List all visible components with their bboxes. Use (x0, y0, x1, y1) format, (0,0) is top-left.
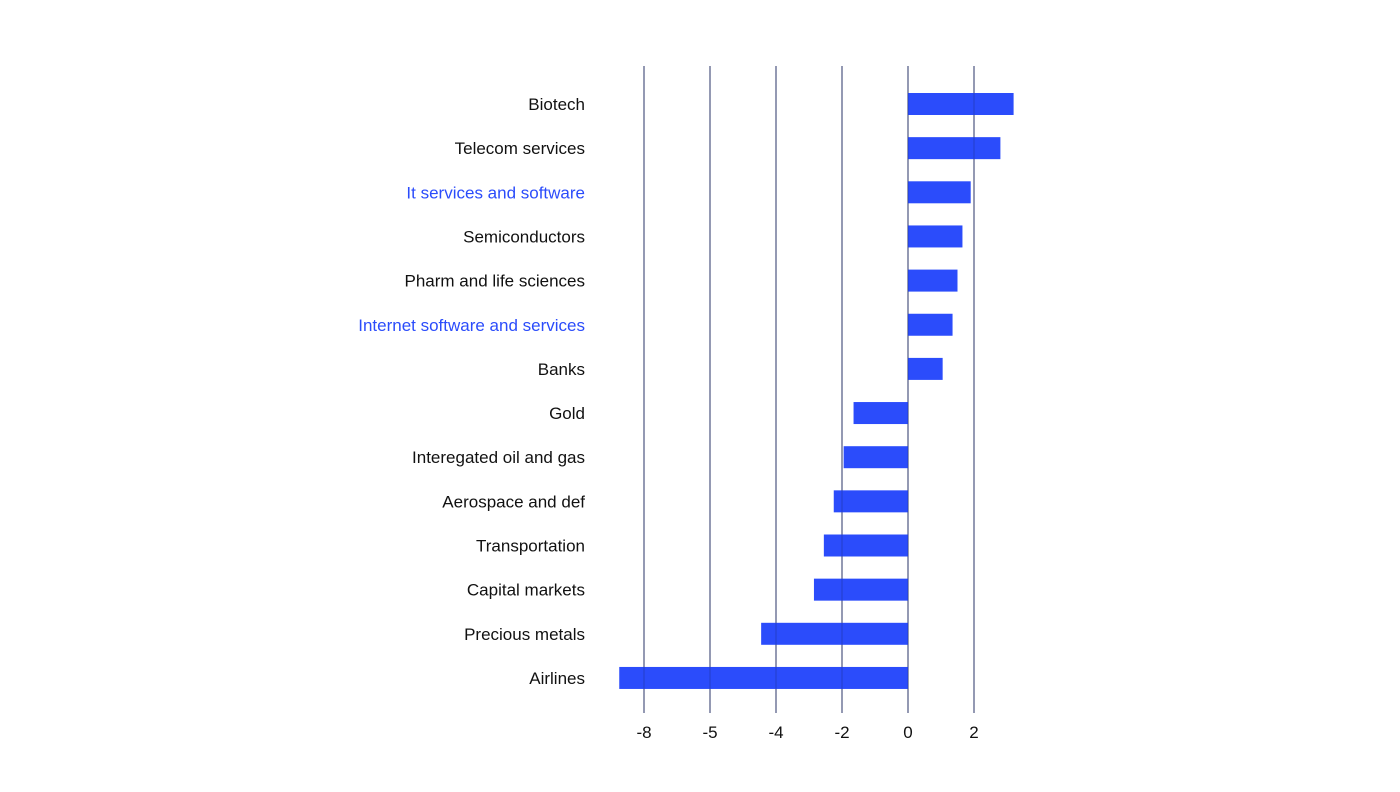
bar (761, 622, 908, 645)
bar (619, 666, 908, 689)
x-tick-label: -5 (702, 723, 717, 742)
category-label: Pharm and life sciences (405, 272, 585, 291)
bar (908, 181, 971, 204)
x-tick-label: -8 (636, 723, 651, 742)
bar (908, 93, 1014, 115)
bar (908, 313, 953, 336)
category-label: Banks (538, 360, 585, 379)
bar (843, 446, 908, 469)
category-label: Semiconductors (463, 227, 585, 246)
x-tick-label: -4 (768, 723, 783, 742)
category-label: It services and software (406, 183, 585, 202)
category-label: Biotech (528, 95, 585, 114)
category-label: Gold (549, 404, 585, 423)
category-label: Capital markets (467, 581, 585, 600)
bar (908, 357, 943, 380)
category-label: Internet software and services (358, 316, 585, 335)
bar-layer (619, 66, 1014, 713)
bar (908, 269, 958, 292)
x-tick-label: 0 (903, 723, 912, 742)
category-label: Transportation (476, 537, 585, 556)
grid-layer (643, 66, 975, 713)
tick-label-layer: -8 -5 -4 -2 0 2 (636, 723, 978, 742)
category-label: Precious metals (464, 625, 585, 644)
category-label: Airlines (529, 669, 585, 688)
bar (908, 137, 1001, 160)
x-tick-label: 2 (969, 723, 978, 742)
bar (908, 225, 963, 248)
category-label-layer: Biotech Telecom services It services and s… (358, 95, 585, 688)
bar (853, 402, 908, 425)
bar (823, 534, 908, 557)
bar (833, 490, 908, 513)
category-label: Telecom services (455, 139, 585, 158)
x-tick-label: -2 (834, 723, 849, 742)
bar (813, 578, 908, 601)
category-label: Aerospace and def (442, 492, 585, 511)
category-label: Interegated oil and gas (412, 448, 585, 467)
